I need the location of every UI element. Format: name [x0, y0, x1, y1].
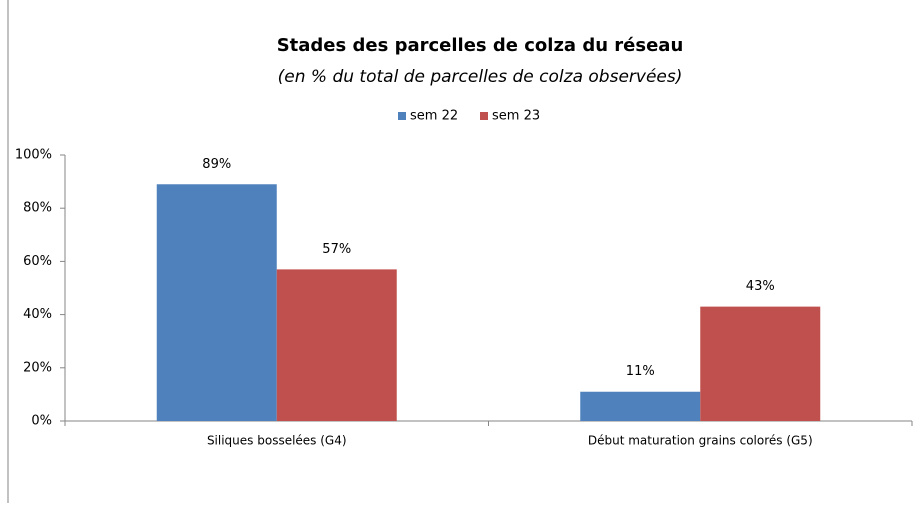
- legend-swatch: [398, 112, 406, 120]
- x-tick-label: Début maturation grains colorés (G5): [588, 434, 813, 448]
- bar: [156, 184, 277, 421]
- data-label: 57%: [322, 242, 351, 257]
- legend-label: sem 22: [410, 109, 458, 124]
- legend-swatch: [480, 112, 488, 120]
- y-tick-label: 40%: [23, 307, 52, 322]
- y-tick-label: 80%: [23, 201, 52, 216]
- legend-label: sem 23: [492, 109, 540, 124]
- bar: [276, 269, 397, 421]
- x-tick-label: Siliques bosselées (G4): [207, 434, 347, 448]
- chart-title: Stades des parcelles de colza du réseau: [277, 35, 684, 56]
- y-tick-label: 20%: [23, 360, 52, 375]
- data-label: 43%: [746, 279, 775, 294]
- data-label: 89%: [202, 157, 231, 172]
- chart-subtitle: (en % du total de parcelles de colza obs…: [278, 67, 683, 87]
- bar: [700, 306, 821, 421]
- y-tick-label: 0%: [31, 414, 52, 429]
- bar: [580, 391, 701, 421]
- y-tick-label: 100%: [15, 148, 52, 163]
- y-tick-label: 60%: [23, 254, 52, 269]
- data-label: 11%: [626, 364, 655, 379]
